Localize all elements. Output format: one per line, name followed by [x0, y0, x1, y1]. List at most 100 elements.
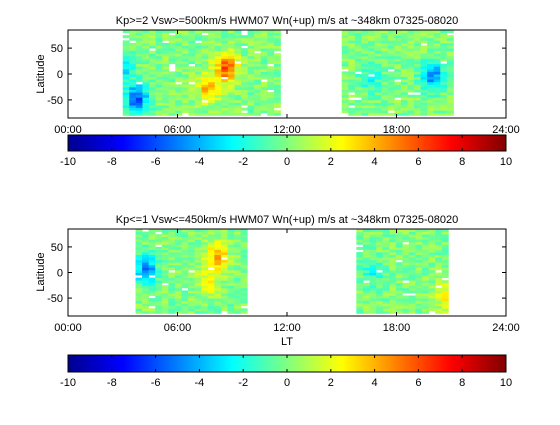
- heatmap-cell: [155, 264, 163, 268]
- heatmap-cell: [234, 257, 242, 261]
- heatmap-cell: [220, 264, 228, 268]
- heatmap-cell: [368, 63, 375, 67]
- heatmap-cell: [382, 264, 390, 268]
- heatmap-cell: [214, 295, 222, 299]
- heatmap-cell: [148, 249, 156, 253]
- heatmap-cell: [234, 55, 242, 59]
- heatmap-cell: [369, 310, 377, 314]
- heatmap-cell: [389, 259, 397, 263]
- heatmap-cell: [407, 30, 415, 33]
- heatmap-cell: [422, 264, 430, 268]
- heatmap-cell: [241, 40, 248, 44]
- heatmap-cell: [227, 234, 235, 238]
- heatmap-cell: [234, 264, 242, 268]
- heatmap-cell: [241, 37, 248, 41]
- heatmap-cell: [348, 48, 356, 52]
- heatmap-cell: [142, 300, 150, 304]
- heatmap-cell: [414, 107, 421, 111]
- heatmap-cell: [361, 94, 369, 98]
- heatmap-cell: [135, 105, 143, 109]
- heatmap-cell: [402, 310, 410, 314]
- heatmap-cell: [194, 300, 202, 304]
- heatmap-cell: [381, 99, 389, 103]
- heatmap-cell: [400, 30, 408, 33]
- heatmap-cell: [188, 295, 196, 299]
- heatmap-cell: [374, 50, 382, 54]
- heatmap-cell: [155, 102, 163, 106]
- heatmap-cell: [135, 50, 143, 54]
- heatmap-cell: [221, 37, 229, 41]
- heatmap-cell: [376, 300, 384, 304]
- heatmap-cell: [227, 74, 235, 77]
- heatmap-cell: [354, 92, 362, 96]
- heatmap-cell: [387, 74, 395, 77]
- heatmap-cell: [135, 99, 143, 103]
- heatmap-cell: [188, 277, 196, 281]
- heatmap-cell: [427, 89, 435, 93]
- heatmap-cell: [207, 295, 215, 299]
- heatmap-cell: [221, 97, 229, 101]
- heatmap-cell: [446, 86, 454, 90]
- heatmap-cell: [208, 99, 216, 103]
- heatmap-cell: [440, 89, 448, 93]
- heatmap-cell: [368, 42, 375, 46]
- heatmap-cell: [214, 79, 222, 83]
- heatmap-cell: [428, 236, 436, 240]
- heatmap-cell: [142, 81, 150, 85]
- heatmap-cell: [194, 277, 202, 281]
- heatmap-cell: [376, 259, 384, 263]
- y-tick-label: 0: [57, 268, 63, 280]
- heatmap-cell: [195, 37, 202, 41]
- heatmap-cell: [188, 112, 196, 116]
- heatmap-cell: [162, 58, 170, 62]
- heatmap-cell: [273, 81, 281, 85]
- heatmap-cell: [188, 285, 196, 289]
- heatmap-cell: [387, 92, 395, 96]
- heatmap-cell: [234, 287, 242, 291]
- heatmap-cell: [175, 61, 183, 65]
- heatmap-cell: [362, 285, 370, 289]
- heatmap-cell: [214, 55, 222, 59]
- heatmap-cell: [214, 254, 222, 258]
- heatmap-cell: [201, 239, 209, 243]
- heatmap-cell: [369, 267, 377, 271]
- heatmap-cell: [387, 42, 395, 46]
- heatmap-cell: [201, 58, 209, 62]
- heatmap-cell: [435, 259, 443, 263]
- heatmap-cell: [168, 236, 176, 240]
- heatmap-cell: [201, 308, 209, 312]
- heatmap-cell: [227, 68, 235, 72]
- heatmap-cell: [142, 264, 150, 268]
- heatmap-cell: [254, 71, 262, 75]
- heatmap-cell: [356, 282, 364, 286]
- heatmap-cell: [273, 74, 281, 77]
- heatmap-cell: [181, 249, 189, 253]
- heatmap-cell: [440, 37, 448, 41]
- heatmap-cell: [427, 50, 435, 54]
- heatmap-cell: [214, 267, 222, 271]
- heatmap-cell: [354, 110, 362, 114]
- heatmap-cell: [260, 50, 268, 54]
- heatmap-cell: [194, 236, 202, 240]
- heatmap-cell: [341, 94, 349, 98]
- heatmap-cell: [348, 45, 356, 49]
- heatmap-cell: [135, 267, 143, 271]
- heatmap-cell: [260, 30, 268, 33]
- heatmap-cell: [221, 81, 229, 85]
- heatmap-cell: [227, 285, 235, 289]
- heatmap-cell: [441, 241, 449, 245]
- heatmap-cell: [122, 86, 130, 90]
- heatmap-cell: [369, 262, 377, 266]
- heatmap-cell: [354, 32, 362, 36]
- heatmap-cell: [341, 58, 349, 62]
- heatmap-cell: [420, 79, 428, 83]
- heatmap-cell: [234, 269, 242, 273]
- heatmap-cell: [254, 53, 262, 57]
- heatmap-cell: [273, 76, 281, 80]
- heatmap-cell: [361, 76, 369, 80]
- heatmap-cell: [369, 252, 377, 255]
- panel-top: Kp>=2 Vsw>=500km/s HWM07 Wn(+up) m/s at …: [35, 15, 520, 136]
- heatmap-cell: [214, 310, 222, 314]
- heatmap-cell: [168, 48, 176, 52]
- heatmap-cell: [376, 272, 384, 276]
